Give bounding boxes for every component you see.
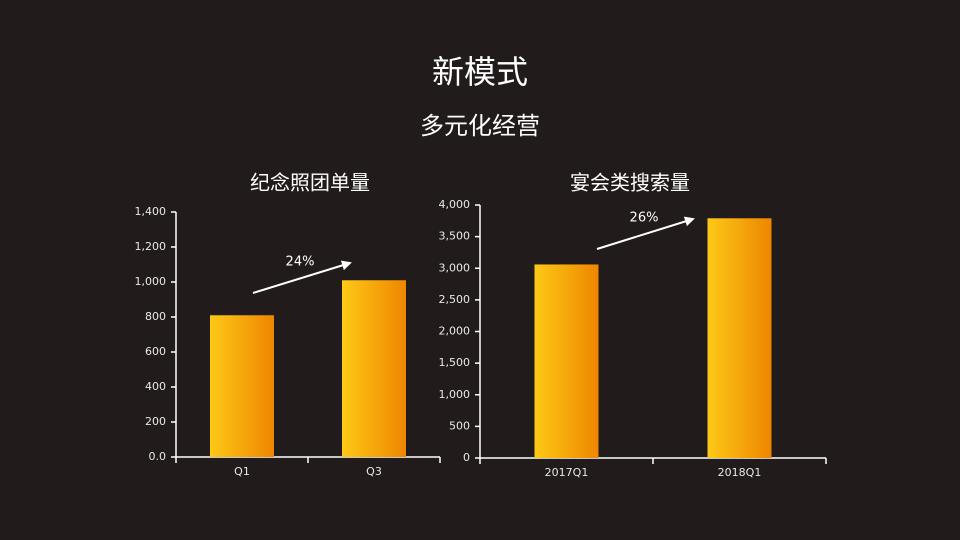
growth-annotation: 26%: [630, 211, 659, 226]
bar: [342, 280, 406, 457]
y-tick-label: 1,000: [135, 275, 167, 288]
slide-subtitle: 多元化经营: [420, 112, 540, 140]
bar: [534, 264, 599, 458]
y-tick-label: 0: [463, 451, 470, 464]
bar: [707, 218, 772, 458]
x-tick-label: 2017Q1: [545, 466, 589, 479]
bar: [210, 315, 274, 457]
x-tick-label: Q3: [366, 465, 382, 478]
growth-annotation: 24%: [286, 255, 315, 270]
y-tick-label: 500: [449, 419, 470, 432]
y-tick-label: 1,000: [439, 388, 471, 401]
y-tick-label: 400: [145, 380, 166, 393]
x-tick-label: Q1: [234, 465, 250, 478]
y-tick-label: 2,500: [439, 293, 471, 306]
trend-arrow: [252, 260, 352, 294]
y-tick-label: 200: [145, 415, 166, 428]
y-tick-label: 1,500: [439, 356, 471, 369]
y-tick-label: 600: [145, 345, 166, 358]
y-tick-label: 1,400: [135, 205, 167, 218]
y-tick-label: 800: [145, 310, 166, 323]
y-tick-label: 3,000: [439, 261, 471, 274]
chart-title: 纪念照团单量: [250, 171, 370, 195]
y-tick-label: 3,500: [439, 230, 471, 243]
chart-title: 宴会类搜索量: [570, 171, 690, 195]
trend-arrow: [596, 216, 695, 250]
y-tick-label: 2,000: [439, 325, 471, 338]
y-tick-label: 0.0: [149, 450, 167, 463]
x-tick-label: 2018Q1: [718, 466, 762, 479]
slide-title: 新模式: [432, 53, 528, 91]
y-tick-label: 4,000: [439, 198, 471, 211]
y-tick-label: 1,200: [135, 240, 167, 253]
